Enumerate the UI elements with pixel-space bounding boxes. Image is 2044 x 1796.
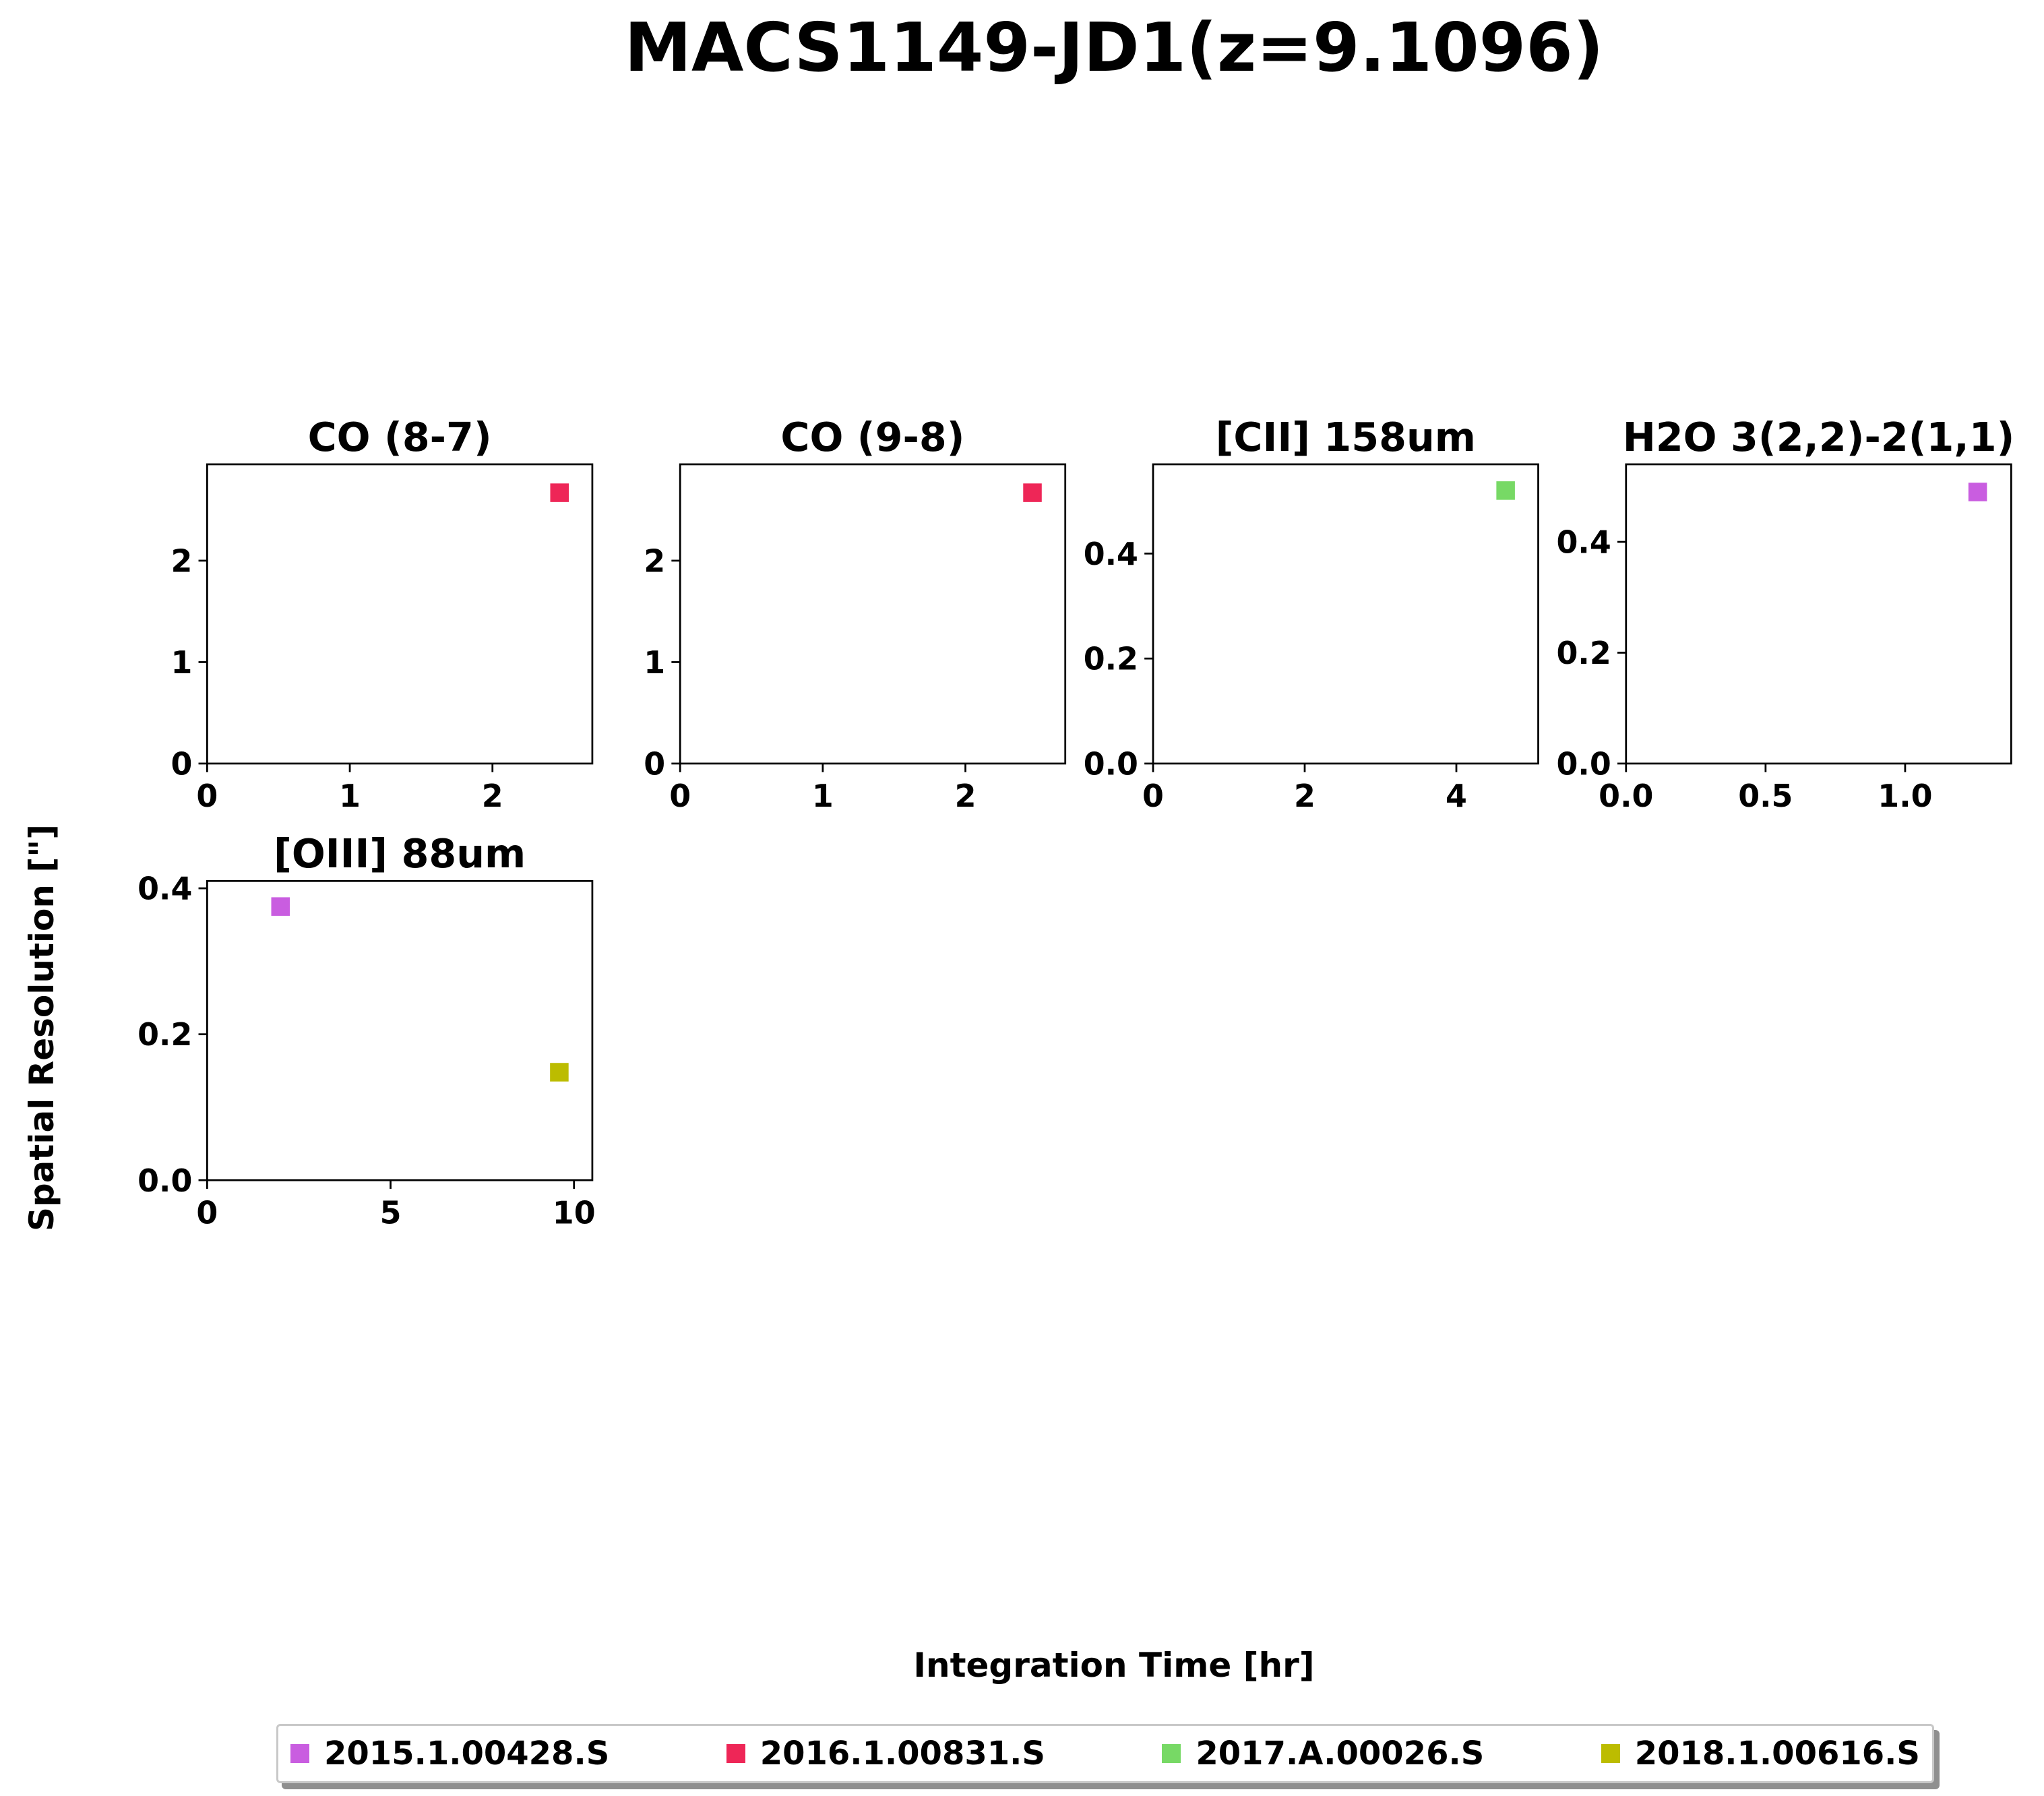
legend-item: 2015.1.00428.S bbox=[284, 1735, 609, 1772]
panel-title: CO (9-8) bbox=[780, 414, 964, 460]
legend-swatch bbox=[290, 1744, 309, 1763]
y-tick-label: 0 bbox=[644, 745, 665, 782]
panel-frame bbox=[1152, 463, 1539, 765]
panel-title: H2O 3(2,2)-2(1,1) bbox=[1623, 414, 2015, 460]
legend-item: 2018.1.00616.S bbox=[1594, 1735, 1920, 1772]
y-tick-label: 0.0 bbox=[1084, 745, 1138, 782]
y-axis-label: Spatial Resolution ["] bbox=[22, 824, 61, 1232]
panel-frame bbox=[1625, 463, 2012, 765]
y-tick-label: 2 bbox=[171, 543, 192, 579]
x-axis-label: Integration Time [hr] bbox=[913, 1646, 1315, 1685]
x-tick-label: 0 bbox=[196, 1195, 218, 1231]
y-tick-label: 0.2 bbox=[1084, 641, 1138, 677]
x-tick-label: 0 bbox=[669, 778, 691, 814]
x-tick-label: 10 bbox=[553, 1195, 596, 1231]
y-tick-label: 0.2 bbox=[137, 1016, 192, 1053]
data-point bbox=[1968, 483, 1987, 501]
x-tick-label: 1.0 bbox=[1878, 778, 1932, 814]
y-tick-label: 0.4 bbox=[137, 871, 192, 907]
data-point bbox=[271, 897, 290, 916]
x-tick-label: 0.0 bbox=[1599, 778, 1653, 814]
y-tick-label: 0 bbox=[171, 745, 192, 782]
legend: 2015.1.00428.S 2016.1.00831.S 2017.A.000… bbox=[276, 1724, 1934, 1783]
legend-item: 2016.1.00831.S bbox=[720, 1735, 1045, 1772]
x-tick-label: 0 bbox=[1142, 778, 1164, 814]
x-tick-label: 5 bbox=[380, 1195, 402, 1231]
y-tick-label: 1 bbox=[171, 644, 192, 681]
y-tick-label: 1 bbox=[644, 644, 665, 681]
x-tick-label: 0 bbox=[196, 778, 218, 814]
legend-label: 2016.1.00831.S bbox=[760, 1735, 1045, 1772]
legend-label: 2017.A.00026.S bbox=[1196, 1735, 1485, 1772]
panel-frame bbox=[679, 463, 1067, 765]
data-point bbox=[1496, 481, 1515, 500]
data-point bbox=[550, 483, 569, 502]
x-tick-label: 4 bbox=[1446, 778, 1467, 814]
data-point bbox=[550, 1063, 569, 1082]
legend-swatch bbox=[1601, 1744, 1620, 1763]
legend-label: 2015.1.00428.S bbox=[324, 1735, 610, 1772]
y-tick-label: 0.4 bbox=[1557, 524, 1611, 561]
legend-swatch bbox=[726, 1744, 745, 1763]
legend-item: 2017.A.00026.S bbox=[1155, 1735, 1484, 1772]
x-tick-label: 2 bbox=[1294, 778, 1315, 814]
x-tick-label: 2 bbox=[955, 778, 977, 814]
x-tick-label: 1 bbox=[812, 778, 834, 814]
panel-title: [OIII] 88um bbox=[274, 831, 526, 877]
panel-frame bbox=[206, 879, 594, 1181]
data-point bbox=[1023, 483, 1042, 502]
x-tick-label: 0.5 bbox=[1738, 778, 1793, 814]
y-tick-label: 2 bbox=[644, 543, 665, 579]
x-tick-label: 2 bbox=[482, 778, 503, 814]
y-tick-label: 0.0 bbox=[1557, 745, 1611, 782]
panel-title: [CII] 158um bbox=[1216, 414, 1476, 460]
panel-title: CO (8-7) bbox=[308, 414, 492, 460]
legend-label: 2018.1.00616.S bbox=[1634, 1735, 1920, 1772]
y-tick-label: 0.2 bbox=[1557, 635, 1611, 671]
x-tick-label: 1 bbox=[339, 778, 361, 814]
panel-frame bbox=[206, 463, 594, 765]
legend-swatch bbox=[1162, 1744, 1181, 1763]
y-tick-label: 0.4 bbox=[1084, 536, 1138, 572]
figure-title: MACS1149-JD1(z=9.1096) bbox=[624, 8, 1604, 87]
y-tick-label: 0.0 bbox=[137, 1163, 192, 1199]
